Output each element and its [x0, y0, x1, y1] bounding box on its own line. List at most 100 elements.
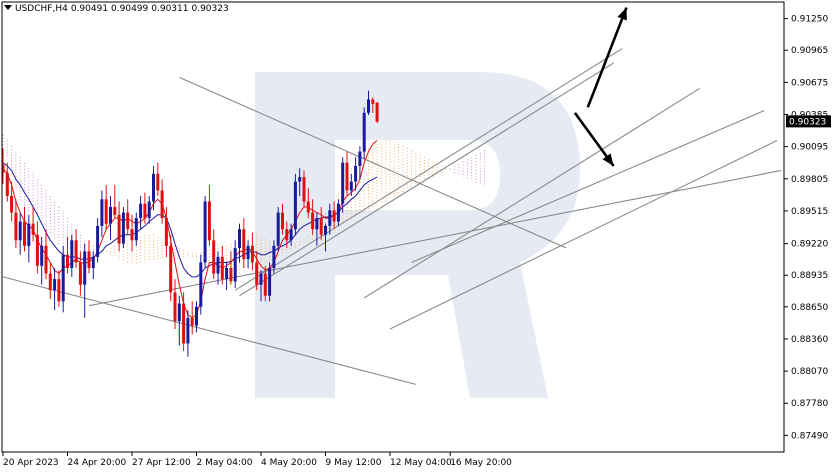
- candle: [349, 173, 353, 196]
- price-tick-label: 0.90095: [791, 143, 828, 153]
- arrowhead-icon: [602, 153, 614, 167]
- candle-body: [44, 245, 48, 274]
- candle-body: [311, 212, 315, 230]
- trendline: [389, 140, 778, 330]
- candle-body: [40, 245, 44, 266]
- candle-body: [276, 212, 280, 246]
- price-tick-label: 0.89220: [791, 240, 828, 250]
- candle-body: [109, 207, 112, 224]
- candle: [1, 148, 5, 184]
- candle: [14, 199, 18, 249]
- candle: [152, 166, 155, 211]
- arrowhead-icon: [617, 7, 627, 21]
- dropdown-triangle-icon[interactable]: [4, 5, 12, 10]
- forecast-arrow-shaft: [586, 7, 628, 108]
- chart-header: USDCHF,H4 0.90491 0.90499 0.90311 0.90323: [4, 4, 229, 14]
- candle-body: [147, 201, 151, 219]
- candle-body: [229, 268, 233, 282]
- candle-body: [246, 245, 250, 260]
- candle: [367, 90, 370, 116]
- candle-body: [100, 199, 104, 226]
- candle: [311, 199, 315, 235]
- candle: [74, 229, 78, 269]
- candle: [289, 223, 293, 246]
- trendline: [2, 276, 416, 385]
- candle: [173, 279, 177, 329]
- candle: [285, 221, 289, 249]
- candle: [250, 232, 254, 271]
- candle: [302, 170, 306, 208]
- candle: [113, 184, 117, 219]
- trendline: [234, 48, 623, 291]
- candle: [117, 201, 121, 252]
- candle: [66, 236, 69, 274]
- candle: [27, 214, 31, 263]
- tenkan-sen-line: [2, 140, 378, 319]
- candle-body: [1, 164, 5, 173]
- time-tick-label: 4 May 20:00: [261, 458, 317, 468]
- candle-body: [302, 177, 306, 202]
- candle: [96, 218, 100, 263]
- candle-body: [117, 214, 121, 244]
- candle: [199, 254, 203, 315]
- candle-body: [250, 245, 254, 263]
- candle: [362, 107, 366, 160]
- candle-body: [143, 203, 147, 219]
- candle: [293, 173, 297, 235]
- candle: [164, 207, 168, 257]
- trendline: [179, 76, 567, 249]
- candle-body: [358, 151, 362, 166]
- candle: [48, 262, 52, 300]
- candle-body: [324, 225, 327, 235]
- forecast-arrows: [573, 7, 628, 167]
- price-tick-label: 0.87780: [791, 399, 828, 409]
- candle-body: [272, 245, 276, 268]
- candle-body: [53, 279, 57, 291]
- price-tick-label: 0.87490: [791, 431, 828, 441]
- candle-body: [61, 254, 65, 302]
- candle-body: [96, 225, 100, 257]
- candle-body: [293, 181, 297, 230]
- candle-body: [160, 190, 164, 219]
- candle-body: [66, 254, 69, 268]
- candle-body: [281, 212, 284, 230]
- candle-body: [298, 177, 302, 182]
- candle: [233, 240, 237, 288]
- candle: [57, 270, 61, 307]
- candle-body: [27, 223, 31, 246]
- candle-body: [354, 166, 358, 182]
- candle: [336, 199, 340, 226]
- candle: [354, 157, 358, 191]
- candle: [177, 295, 181, 346]
- candle: [169, 234, 173, 302]
- candle-body: [104, 199, 108, 224]
- close-value: 0.90323: [191, 4, 229, 14]
- kijun-sen-line: [2, 162, 378, 278]
- time-tick-label: 27 Apr 12:00: [132, 458, 191, 468]
- trendline: [411, 110, 765, 263]
- candle: [160, 179, 164, 224]
- candle-body: [319, 218, 323, 235]
- candle: [281, 203, 284, 235]
- candle: [324, 223, 327, 252]
- candle-body: [14, 212, 18, 241]
- time-tick-label: 9 May 12:00: [326, 458, 382, 468]
- candle-body: [10, 196, 14, 213]
- candle-body: [31, 223, 35, 235]
- trendline: [363, 87, 700, 299]
- candle: [83, 243, 87, 318]
- candle: [212, 229, 216, 280]
- trendlines: [2, 48, 782, 385]
- candle: [298, 168, 302, 196]
- candle: [319, 207, 323, 241]
- candle-body: [367, 99, 370, 113]
- candle: [156, 162, 160, 196]
- candle-body: [268, 268, 272, 296]
- candle-body: [255, 262, 259, 285]
- candle-body: [371, 99, 375, 104]
- candle-body: [87, 251, 91, 268]
- candle: [109, 195, 112, 241]
- current-price-box: [786, 115, 831, 128]
